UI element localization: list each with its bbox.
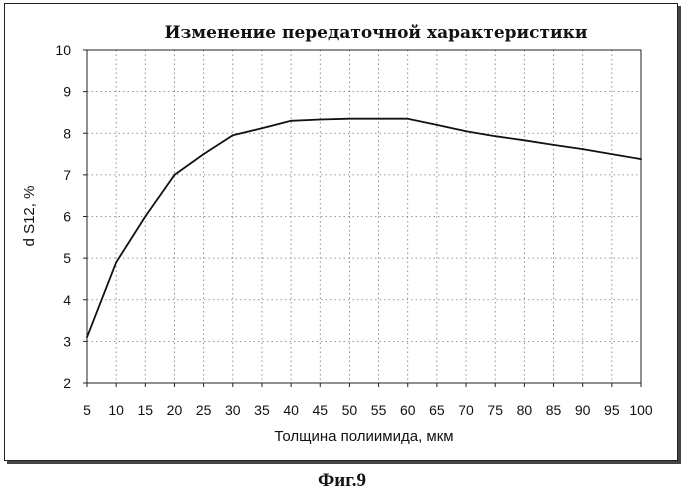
data-point bbox=[465, 130, 467, 132]
x-tick-label: 95 bbox=[604, 402, 620, 418]
data-point bbox=[203, 153, 205, 155]
x-axis-ticks: 5 10 15 20 25 30 35 40 45 50 55 60 65 70 75 80 85 90 95 100 bbox=[83, 383, 653, 418]
y-tick-label: 7 bbox=[63, 167, 71, 183]
data-point bbox=[86, 336, 88, 338]
x-tick-label: 85 bbox=[546, 402, 562, 418]
x-tick-label: 5 bbox=[83, 402, 91, 418]
x-tick-label: 65 bbox=[429, 402, 445, 418]
data-point bbox=[436, 124, 438, 126]
y-tick-label: 6 bbox=[63, 209, 71, 225]
y-tick-label: 5 bbox=[63, 250, 71, 266]
x-tick-label: 55 bbox=[371, 402, 387, 418]
y-axis-label: d S12, % bbox=[21, 186, 38, 247]
series-line bbox=[87, 119, 641, 338]
x-tick-label: 25 bbox=[196, 402, 212, 418]
data-point bbox=[553, 144, 555, 146]
data-point bbox=[407, 118, 409, 120]
data-point bbox=[232, 134, 234, 136]
series-layer bbox=[86, 118, 642, 338]
y-axis-ticks: 2 3 4 5 6 7 8 9 10 bbox=[55, 42, 87, 391]
y-tick-label: 4 bbox=[63, 292, 71, 308]
figure-caption: Фиг.9 bbox=[0, 470, 684, 492]
x-tick-label: 90 bbox=[575, 402, 591, 418]
data-point bbox=[611, 153, 613, 155]
data-point bbox=[144, 216, 146, 218]
x-tick-label: 40 bbox=[283, 402, 299, 418]
data-point bbox=[319, 119, 321, 121]
x-tick-label: 75 bbox=[487, 402, 503, 418]
x-tick-label: 45 bbox=[312, 402, 328, 418]
data-point bbox=[378, 118, 380, 120]
x-tick-label: 70 bbox=[458, 402, 474, 418]
y-tick-label: 9 bbox=[63, 84, 71, 100]
y-tick-label: 2 bbox=[63, 375, 71, 391]
data-point bbox=[349, 118, 351, 120]
line-chart: Изменение передаточной характеристики 2 3… bbox=[0, 0, 684, 470]
data-point bbox=[115, 261, 117, 263]
y-tick-label: 3 bbox=[63, 333, 71, 349]
x-tick-label: 100 bbox=[629, 402, 653, 418]
x-tick-label: 10 bbox=[108, 402, 124, 418]
x-tick-label: 80 bbox=[517, 402, 533, 418]
data-point bbox=[640, 158, 642, 160]
data-point bbox=[524, 139, 526, 141]
x-tick-label: 20 bbox=[167, 402, 183, 418]
x-axis-label: Толщина полиимида, мкм bbox=[274, 428, 453, 445]
data-point bbox=[582, 148, 584, 150]
x-tick-label: 60 bbox=[400, 402, 416, 418]
data-point bbox=[290, 120, 292, 122]
grid bbox=[87, 50, 641, 383]
data-point bbox=[494, 135, 496, 137]
data-point bbox=[261, 127, 263, 129]
plot-area bbox=[87, 50, 641, 383]
x-tick-label: 15 bbox=[138, 402, 154, 418]
y-tick-label: 10 bbox=[55, 42, 71, 58]
x-tick-label: 30 bbox=[225, 402, 241, 418]
y-tick-label: 8 bbox=[63, 125, 71, 141]
data-point bbox=[174, 174, 176, 176]
chart-title: Изменение передаточной характеристики bbox=[164, 23, 587, 43]
x-tick-label: 35 bbox=[254, 402, 270, 418]
x-tick-label: 50 bbox=[342, 402, 358, 418]
